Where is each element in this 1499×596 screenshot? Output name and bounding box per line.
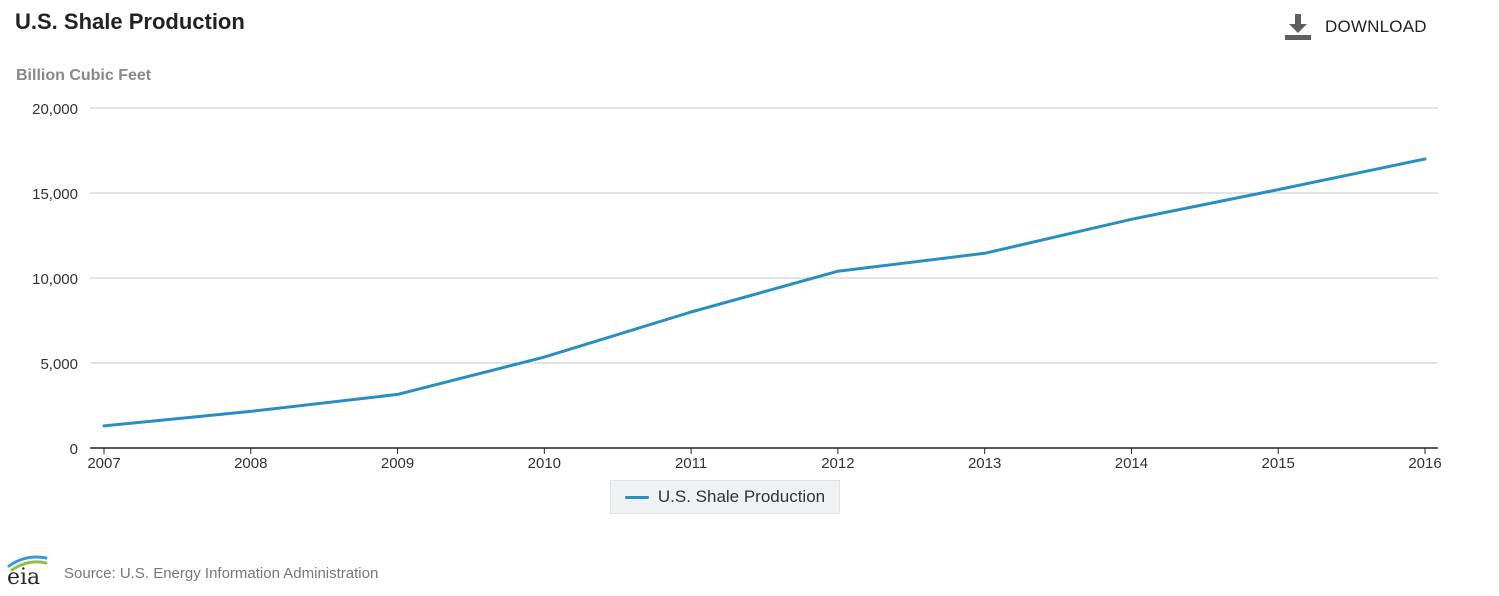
series-line[interactable] [102, 157, 1427, 428]
x-tick-label: 2016 [1408, 455, 1441, 472]
x-tick-label: 2010 [528, 455, 561, 472]
legend-item[interactable]: U.S. Shale Production [610, 480, 840, 514]
x-tick-label: 2015 [1262, 455, 1295, 472]
y-tick-labels: 0 5,000 10,000 15,000 20,000 [32, 101, 78, 458]
y-tick-label: 20,000 [32, 101, 78, 118]
download-button[interactable]: DOWNLOAD [1284, 14, 1427, 40]
x-tick-label: 2011 [675, 455, 707, 472]
eia-logo: eia [7, 555, 48, 588]
x-tick-label: 2008 [234, 455, 267, 472]
svg-text:eia: eia [7, 565, 40, 588]
x-tick-label: 2014 [1115, 455, 1148, 472]
legend-swatch [624, 495, 649, 499]
x-tick-label: 2013 [968, 455, 1001, 472]
y-tick-label: 10,000 [32, 271, 78, 288]
x-tick-label: 2009 [381, 455, 414, 472]
legend-label: U.S. Shale Production [657, 487, 826, 506]
x-tick-label: 2012 [821, 455, 854, 472]
x-tick-label: 2007 [87, 455, 120, 472]
series-group [102, 157, 1427, 428]
x-axis: 2007 2008 2009 2010 2011 2012 2013 2014 2015 2016 [87, 447, 1442, 472]
y-tick-label: 15,000 [32, 186, 78, 203]
download-label: DOWNLOAD [1325, 17, 1427, 36]
chart-title: U.S. Shale Production [15, 9, 245, 34]
y-tick-label: 5,000 [40, 356, 78, 373]
y-axis-label: Billion Cubic Feet [16, 67, 152, 84]
download-icon [1285, 14, 1311, 40]
source-text: Source: U.S. Energy Information Administ… [64, 564, 379, 582]
y-tick-label: 0 [70, 441, 78, 458]
footer: eia Source: U.S. Energy Information Admi… [6, 550, 378, 588]
grid-lines [90, 107, 1438, 364]
